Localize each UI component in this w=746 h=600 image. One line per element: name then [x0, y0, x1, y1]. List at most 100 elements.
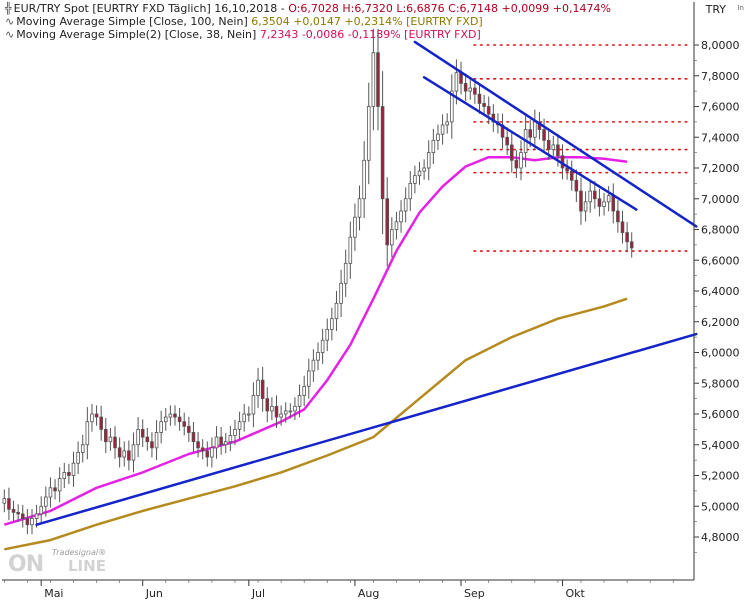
candle-body	[348, 236, 353, 264]
candle-body	[376, 52, 380, 107]
candle-body	[297, 395, 302, 407]
candle-body	[519, 152, 523, 169]
candle-body	[366, 106, 371, 161]
trendline	[35, 332, 698, 526]
candle-body	[574, 179, 579, 192]
candle-body	[468, 87, 473, 92]
candle-body	[177, 416, 182, 423]
candle-body	[256, 379, 260, 396]
candle-body	[53, 487, 57, 492]
candle-body	[403, 198, 408, 212]
candle-body	[431, 139, 436, 154]
candle-body	[163, 416, 168, 423]
ma38-layer	[3, 155, 628, 526]
candle-body	[399, 210, 403, 223]
candle-body	[413, 175, 417, 184]
candle-body	[288, 410, 293, 413]
candle-body	[228, 435, 233, 443]
candle-body	[2, 498, 7, 504]
candle-body	[542, 129, 546, 141]
candle-body	[71, 462, 76, 476]
candle-body	[422, 167, 426, 172]
candle-body	[191, 432, 196, 443]
candle-body	[569, 170, 574, 181]
candle-body	[57, 478, 62, 492]
candle-body	[514, 159, 519, 169]
candle-body	[270, 405, 274, 412]
candle-body	[611, 195, 616, 212]
corner-mark: In	[737, 4, 744, 12]
candle-body	[385, 198, 389, 246]
candle-body	[127, 450, 131, 461]
ohlc-values: O:6,7028 H:6,7320 L:6,6876 C:6,7148 +0,0…	[288, 2, 611, 15]
candle-body	[11, 508, 16, 513]
candle-body	[90, 413, 94, 423]
x-axis-ticks: Mai Jun Jul Aug Sep Okt	[4, 580, 674, 600]
candle-body	[588, 190, 592, 203]
candle-body	[94, 413, 99, 418]
candle-body	[486, 106, 491, 115]
header-line-1: ╬ EUR/TRY Spot [EURTRY FXD Täglich] 16,10…	[5, 2, 611, 15]
ma100-value: 6,3504 +0,0147 +0,2314% [EURTRY FXD]	[251, 15, 483, 28]
candle-body	[579, 190, 583, 212]
candle-body	[371, 52, 376, 107]
x-tick-label: Jul	[251, 587, 265, 600]
candle-body	[330, 318, 334, 330]
x-tick-label: Okt	[566, 587, 586, 600]
header-line-2: ∿ Moving Average Simple [Close, 100, Nein…	[5, 15, 483, 28]
candle-body	[473, 87, 477, 95]
candle-body	[80, 444, 85, 453]
y-tick-label: 6,4000	[701, 285, 740, 298]
candle-body	[477, 93, 482, 104]
candle-body	[445, 121, 449, 126]
y-tick-label: 7,0000	[701, 193, 740, 206]
x-tick-label: Aug	[358, 587, 379, 600]
candle-body	[136, 428, 140, 446]
candle-body	[546, 139, 551, 150]
x-tick-label: Mai	[44, 587, 63, 600]
y-tick-label: 7,6000	[701, 101, 740, 114]
candle-body	[616, 210, 620, 223]
y-tick-label: 5,2000	[701, 470, 740, 483]
candle-body	[210, 447, 214, 458]
ma38-value: 7,2343 -0,0086 -0,1189% [EURTRY FXD]	[259, 28, 481, 41]
candle-body	[219, 436, 223, 446]
candle-body	[62, 472, 67, 479]
y-tick-label: 5,4000	[701, 439, 740, 452]
line-icon: ∿	[5, 28, 15, 41]
logo-tradesignal-text: Tradesignal®	[52, 548, 107, 557]
currency-label: TRY	[705, 3, 726, 16]
plot-area	[2, 2, 694, 580]
candle-body	[302, 385, 306, 396]
trendline	[422, 76, 638, 211]
x-tick-label: Jun	[145, 587, 163, 600]
candle-body	[450, 90, 454, 123]
candle-body	[159, 421, 163, 433]
candle-body	[242, 413, 246, 423]
candle-body	[417, 170, 422, 177]
candle-body	[260, 379, 265, 400]
candle-body	[265, 398, 270, 412]
candle-body	[48, 487, 53, 498]
candle-body	[122, 450, 127, 458]
candle-body	[140, 428, 145, 438]
candle-body	[34, 513, 39, 519]
candle-body	[440, 124, 445, 135]
candle-body	[454, 72, 459, 92]
candle-body	[182, 421, 187, 427]
x-tick-label: Sep	[464, 587, 485, 600]
candle-body	[7, 498, 11, 510]
candle-body	[187, 425, 191, 433]
y-tick-label: 6,0000	[701, 347, 740, 360]
candle-body	[223, 441, 228, 446]
candle-body	[85, 421, 90, 446]
candle-body	[104, 428, 108, 443]
candle-body	[117, 447, 122, 458]
candle-body	[307, 370, 311, 387]
y-tick-label: 4,8000	[701, 531, 740, 544]
candle-body	[325, 329, 330, 341]
candle-body	[145, 436, 150, 443]
trendlines	[35, 40, 698, 526]
y-tick-label: 7,8000	[701, 70, 740, 83]
